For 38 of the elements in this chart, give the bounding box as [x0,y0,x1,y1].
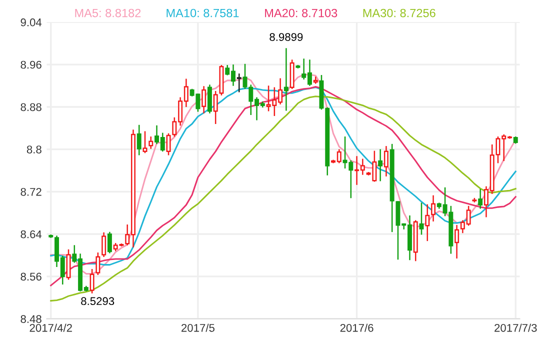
candlestick [236,73,242,92]
y-tick-label: 8.48 [20,315,42,323]
candlestick [136,124,142,156]
candlestick [425,204,430,242]
annotation: 8.9899 [270,33,303,41]
candlestick [284,48,288,111]
candlestick [207,84,212,114]
candlestick [66,249,71,280]
candlestick [384,146,388,176]
candlestick [478,188,483,209]
x-tick-label: 2017/7/3 [494,324,537,332]
y-tick-label: 8.56 [20,272,42,281]
text: MA5: 8.8182 [75,8,141,18]
annotation: 8.5293 [81,297,114,306]
text: MA20: 8.7103 [265,8,338,18]
candlestick [202,86,206,114]
y-tick-label: 8.8 [26,146,42,154]
candlestick [107,232,112,254]
candlestick [419,202,424,235]
text: MA10: 8.7581 [166,8,239,18]
x-tick-label: 2017/6 [340,324,374,332]
y-tick-label: 9.04 [20,18,42,26]
y-tick-label: 8.88 [20,103,42,112]
candlestick [431,195,436,222]
candlestick [378,149,383,182]
candlestick [166,133,171,156]
candlestick [148,136,154,149]
candlestick [142,131,148,154]
candlestick [213,90,218,124]
candlestick [102,232,106,257]
y-tick-label: 8.64 [20,230,42,238]
x-tick-label: 2017/4/2 [30,324,72,332]
candlestick [90,268,94,294]
text: MA30: 8.7256 [363,8,436,18]
x-tick-label: 2017/5 [182,324,214,332]
candlestick [96,252,100,275]
y-tick-label: 8.96 [20,60,42,69]
y-tick-label: 8.72 [20,188,42,196]
